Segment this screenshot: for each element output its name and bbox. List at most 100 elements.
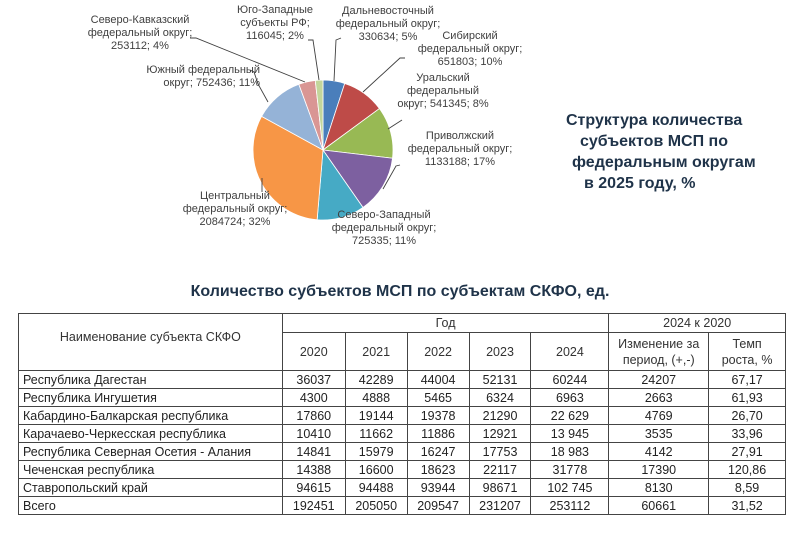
header-year: 2020 [281, 332, 346, 371]
label-sz: Северо-Западный федеральный округ; 72533… [331, 209, 437, 247]
cell-value: 3535 [608, 424, 710, 443]
table-row: Всего 192451 205050 209547 231207 253112 60661… [18, 496, 786, 515]
cell-value: 17753 [468, 442, 532, 461]
label-sib: Сибирский федеральный округ; 651803; 10% [417, 30, 523, 68]
cell-value: 253112 [530, 496, 610, 515]
cell-value: 6963 [530, 388, 610, 407]
cell-value: 98671 [468, 478, 532, 497]
cell-value: 22 629 [530, 406, 610, 425]
table-row: Карачаево-Черкесская республика 10410 1166… [18, 424, 786, 443]
cell-value: 205050 [344, 496, 408, 515]
cell-value: 12921 [468, 424, 532, 443]
cell-value: 36037 [281, 370, 346, 389]
slice-privol [322, 149, 393, 209]
header-change: Изменение за период, (+,-) [608, 332, 710, 371]
table-row: Кабардино-Балкарская республика 17860 1914… [18, 406, 786, 425]
cell-value: 11886 [406, 424, 470, 443]
skfo-table: Наименование субъекта СКФО Год 2024 к 20… [18, 313, 786, 515]
cell-subject-name: Карачаево-Черкесская республика [18, 424, 283, 443]
header-year: 2021 [344, 332, 408, 371]
label-dv: Дальневосточный федеральный округ; 33063… [335, 5, 441, 43]
cell-value: 18 983 [530, 442, 610, 461]
cell-value: 2663 [608, 388, 710, 407]
cell-value: 231207 [468, 496, 532, 515]
cell-value: 5465 [406, 388, 470, 407]
label-privol: Приволжский федеральный округ; 1133188; … [407, 130, 513, 168]
cell-value: 14388 [281, 460, 346, 479]
cell-value: 19144 [344, 406, 408, 425]
table-body: Республика Дагестан 36037 42289 44004 52131 6… [18, 370, 786, 515]
cell-value: 6324 [468, 388, 532, 407]
label-yuz: Юго-Западные субъекты РФ; 116045; 2% [236, 4, 314, 42]
cell-value: 44004 [406, 370, 470, 389]
slice-yuz [314, 79, 324, 151]
cell-value: 61,93 [708, 388, 786, 407]
cell-value: 42289 [344, 370, 408, 389]
chart-title-line: Структура количества [566, 112, 743, 129]
cell-value: 31,52 [708, 496, 786, 515]
cell-value: 120,86 [708, 460, 786, 479]
cell-subject-name: Всего [18, 496, 283, 515]
cell-value: 94488 [344, 478, 408, 497]
chart-title-line: субъектов МСП по [580, 133, 728, 150]
slice-centr [252, 115, 324, 221]
cell-value: 17390 [608, 460, 710, 479]
cell-value: 24207 [608, 370, 710, 389]
table-row: Республика Дагестан 36037 42289 44004 52131 6… [18, 370, 786, 389]
cell-value: 27,91 [708, 442, 786, 461]
cell-value: 102 745 [530, 478, 610, 497]
header-year: 2023 [468, 332, 532, 371]
cell-value: 8130 [608, 478, 710, 497]
cell-value: 60661 [608, 496, 710, 515]
cell-value: 94615 [281, 478, 346, 497]
table-row: Республика Северная Осетия - Алания 14841… [18, 442, 786, 461]
cell-value: 4888 [344, 388, 408, 407]
cell-value: 22117 [468, 460, 532, 479]
cell-value: 18623 [406, 460, 470, 479]
cell-value: 10410 [281, 424, 346, 443]
cell-value: 15979 [344, 442, 408, 461]
label-sk: Северо-Кавказский федеральный округ; 253… [87, 14, 193, 52]
cell-value: 33,96 [708, 424, 786, 443]
label-ural: Уральский федеральный округ; 541345; 8% [397, 72, 489, 110]
chart-title-line: в 2025 году, % [584, 175, 696, 192]
cell-value: 13 945 [530, 424, 610, 443]
cell-value: 31778 [530, 460, 610, 479]
cell-value: 67,17 [708, 370, 786, 389]
table-row: Ставропольский край 94615 94488 93944 98671 1… [18, 478, 786, 497]
cell-value: 8,59 [708, 478, 786, 497]
cell-value: 17860 [281, 406, 346, 425]
table-header-row: 2020 2021 2022 2023 2024 Изменение за пе… [19, 332, 786, 371]
table-row: Республика Ингушетия 4300 4888 5465 6324 6963… [18, 388, 786, 407]
cell-value: 21290 [468, 406, 532, 425]
cell-value: 192451 [281, 496, 346, 515]
cell-subject-name: Кабардино-Балкарская республика [18, 406, 283, 425]
header-year: 2024 [530, 332, 610, 371]
header-rate: Темп роста, % [708, 332, 786, 371]
leader-lines [190, 37, 405, 192]
header-name: Наименование субъекта СКФО [18, 313, 283, 371]
cell-value: 93944 [406, 478, 470, 497]
cell-value: 60244 [530, 370, 610, 389]
header-year-group: Год [281, 313, 610, 333]
label-yuzh: Южный федеральный округ; 752436; 11% [146, 64, 260, 89]
cell-value: 16247 [406, 442, 470, 461]
cell-subject-name: Республика Северная Осетия - Алания [18, 442, 283, 461]
cell-value: 14841 [281, 442, 346, 461]
cell-value: 209547 [406, 496, 470, 515]
chart-title: Структура количества субъектов МСП по фе… [548, 110, 788, 194]
cell-value: 19378 [406, 406, 470, 425]
cell-subject-name: Республика Дагестан [18, 370, 283, 389]
cell-value: 4300 [281, 388, 346, 407]
header-year: 2022 [406, 332, 470, 371]
label-centr: Центральный федеральный округ; 2084724; … [182, 190, 288, 228]
pie-chart [190, 37, 405, 221]
chart-title-line: федеральным округам [572, 154, 756, 171]
table-title: Количество субъектов МСП по субъектам СК… [190, 283, 610, 300]
cell-value: 52131 [468, 370, 532, 389]
cell-value: 11662 [344, 424, 408, 443]
table-row: Чеченская республика 14388 16600 18623 22117… [18, 460, 786, 479]
cell-subject-name: Республика Ингушетия [18, 388, 283, 407]
table-header-row: Наименование субъекта СКФО Год 2024 к 20… [18, 313, 786, 371]
cell-subject-name: Чеченская республика [18, 460, 283, 479]
